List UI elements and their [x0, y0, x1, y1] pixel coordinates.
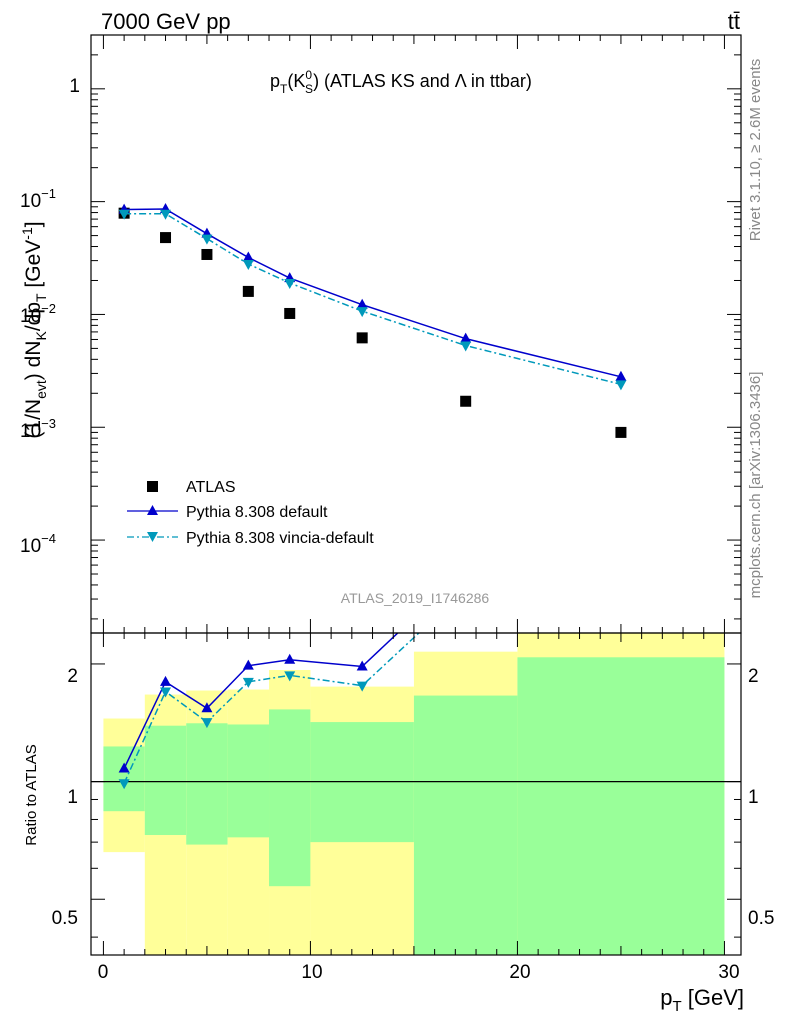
stat-uncertainty-band-6	[413, 695, 518, 955]
main-point-vincia-6	[460, 341, 472, 352]
main-line-vincia	[124, 213, 622, 386]
main-point-vincia-5	[356, 307, 368, 318]
main-point-vincia-1	[160, 209, 172, 220]
ratio-ytick-label-2: 2	[67, 666, 78, 687]
ratio-ytick-label-1: 1	[67, 787, 78, 808]
legend-vincia-marker	[147, 532, 158, 542]
ratio-frame	[90, 632, 742, 956]
atlas-data-point-6	[460, 395, 472, 407]
ratio-point-default-5	[356, 660, 368, 671]
atlas-data-point-5	[356, 332, 368, 344]
ratio-ytick-label-0.5: 0.5	[52, 908, 78, 929]
xtick-label-20: 20	[509, 962, 530, 983]
ratio-point-default-3	[242, 659, 254, 670]
main-ytick-label-0.1: 10−1	[20, 186, 56, 212]
axes	[90, 34, 742, 956]
main-title: pT(K0 S) (ATLAS KS and Λ in ttbar)	[270, 68, 532, 96]
ratio-point-vincia-1	[160, 687, 172, 698]
main-point-default-5	[356, 298, 368, 309]
ratio-point-default-6	[460, 563, 471, 573]
atlas-data-point-2	[201, 248, 213, 260]
ratio-point-vincia-3	[242, 677, 254, 688]
analysis-id: ATLAS_2019_I1746286	[341, 590, 490, 606]
stat-uncertainty-band-7	[517, 657, 725, 955]
ratio-bands	[103, 633, 725, 955]
atlas-data-point-4	[284, 307, 296, 319]
stat-uncertainty-band-1	[144, 725, 187, 836]
legend-default-marker	[147, 505, 158, 515]
ratio-ytick-label-1-right: 1	[748, 787, 759, 808]
ratio-ylabel: Ratio to ATLAS	[23, 744, 40, 845]
main-point-vincia-4	[284, 278, 296, 289]
ratio-point-default-4	[284, 653, 296, 664]
atlas-data-point-1	[160, 232, 172, 244]
stat-uncertainty-band-3	[227, 724, 270, 838]
main-point-default-7	[615, 370, 627, 381]
atlas-data-point-3	[242, 285, 254, 297]
xtick-label-30: 30	[718, 962, 739, 983]
legend-default-label: Pythia 8.308 default	[186, 504, 328, 521]
main-point-vincia-3	[242, 259, 254, 270]
legend-atlas-label: ATLAS	[186, 479, 236, 496]
main-ytick-label-0.01: 10−2	[20, 301, 56, 327]
atlas-data-point-7	[615, 426, 627, 438]
main-point-vincia-2	[201, 234, 213, 245]
legend-vincia-label: Pythia 8.308 vincia-default	[186, 530, 374, 547]
legend-atlas-marker	[147, 481, 158, 492]
stat-uncertainty-band-2	[186, 723, 228, 845]
main-point-vincia-7	[615, 380, 627, 391]
ratio-point-vincia-7	[615, 609, 626, 619]
ratio-line-default	[123, 633, 399, 769]
xtick-label-0: 0	[98, 962, 109, 983]
main-ytick-label-0.0001: 10−4	[20, 531, 56, 557]
ratio-point-default-0	[118, 762, 130, 773]
ratio-ytick-label-0.5-right: 0.5	[748, 908, 774, 929]
ratio-series	[118, 563, 626, 790]
rivet-label: Rivet 3.1.10, ≥ 2.6M events	[747, 59, 764, 242]
ratio-line-vincia	[123, 633, 420, 784]
ratio-point-vincia-5	[356, 681, 368, 692]
ratio-point-default-2	[201, 702, 213, 713]
xaxis-title: pT [GeV]	[660, 985, 744, 1015]
main-ytick-label-0.001: 10−3	[20, 416, 56, 442]
main-point-vincia-0	[118, 209, 130, 220]
header-left: 7000 GeV pp	[101, 9, 231, 34]
main-series	[118, 203, 627, 438]
main-point-default-3	[242, 251, 254, 262]
ratio-ytick-label-2-right: 2	[748, 666, 759, 687]
main-ylabel: (1/Nevt) dNK/dpT [GeV-1]	[19, 221, 49, 438]
main-line-default	[124, 208, 622, 378]
main-point-default-6	[460, 332, 472, 343]
xtick-label-10: 10	[301, 962, 322, 983]
stat-uncertainty-band-4	[269, 709, 311, 887]
ratio-point-vincia-0	[118, 779, 130, 790]
ratio-point-vincia-2	[201, 718, 213, 729]
ratio-point-default-1	[160, 675, 172, 686]
legend: ATLAS Pythia 8.308 default Pythia 8.308 …	[127, 479, 374, 547]
header-right: tt̄	[728, 9, 740, 34]
main-ytick-label-1: 1	[69, 76, 80, 97]
ratio-point-vincia-4	[284, 671, 296, 682]
mcplots-label: mcplots.cern.ch [arXiv:1306.3436]	[747, 372, 764, 599]
ratio-point-default-7	[615, 584, 626, 594]
stat-uncertainty-band-0	[103, 746, 145, 812]
